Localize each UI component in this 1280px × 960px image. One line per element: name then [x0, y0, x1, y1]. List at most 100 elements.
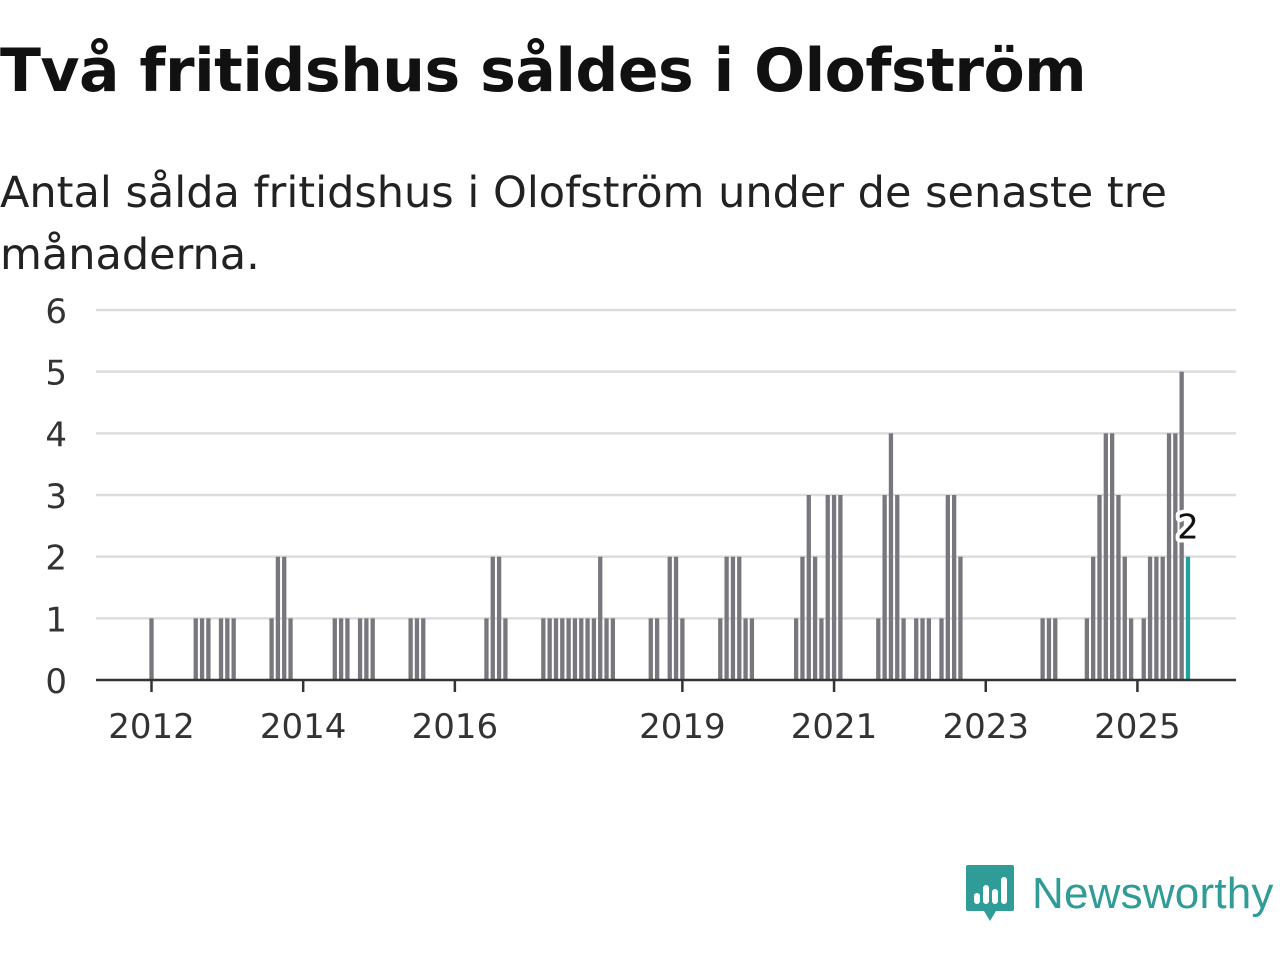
- bar: [914, 618, 919, 680]
- bar: [1084, 618, 1090, 680]
- bar: [370, 618, 375, 680]
- x-tick-label: 2025: [1094, 707, 1181, 747]
- bar: [1103, 433, 1108, 680]
- bar: [579, 618, 584, 680]
- y-tick-label: 6: [45, 292, 67, 332]
- bar: [939, 618, 944, 680]
- chart-title: Två fritidshus såldes i Olofström: [0, 36, 1087, 106]
- bar: [408, 618, 413, 680]
- bar: [800, 556, 805, 680]
- bar: [269, 618, 274, 680]
- bar: [553, 618, 559, 680]
- y-tick-label: 2: [45, 539, 67, 579]
- bar: [332, 618, 337, 680]
- bar: [1116, 495, 1121, 680]
- bar: [1046, 618, 1052, 680]
- bar: [718, 618, 723, 680]
- bar: [288, 618, 293, 680]
- bar: [724, 556, 729, 680]
- bar: [1053, 618, 1058, 680]
- bar: [598, 556, 603, 680]
- bar: [648, 618, 653, 680]
- bar: [604, 618, 609, 680]
- bar: [206, 618, 211, 680]
- x-tick-label: 2021: [791, 707, 878, 747]
- bar: [199, 618, 205, 680]
- bar: [958, 556, 963, 680]
- chart-subtitle: Antal sålda fritidshus i Olofström under…: [0, 168, 1167, 280]
- bar: [591, 618, 597, 680]
- bar: [541, 618, 546, 680]
- bar: [825, 495, 830, 680]
- bar: [364, 618, 369, 680]
- bar: [338, 618, 344, 680]
- bar: [812, 556, 818, 680]
- bar: [951, 495, 957, 680]
- bar: [673, 556, 679, 680]
- bar: [654, 618, 660, 680]
- bar: [730, 556, 736, 680]
- data-labels: 2: [1173, 504, 1203, 552]
- bar: [1122, 556, 1127, 680]
- bar: [1173, 433, 1178, 680]
- bar: [1109, 433, 1115, 680]
- bar: [819, 618, 824, 680]
- bar: [421, 618, 426, 680]
- highlight-value-label: 2: [1177, 508, 1199, 548]
- bar: [496, 556, 502, 680]
- x-axis: 2012 2014 2016 2019 2021 2023 2025: [108, 680, 1181, 747]
- bar: [737, 556, 742, 680]
- bar-chart: 0 1 2 3 4 5 6 2012 2014 2016 2019 2021 2023 2025 2: [45, 292, 1236, 747]
- bar: [806, 495, 811, 680]
- bar: [926, 618, 932, 680]
- bar: [1141, 618, 1146, 680]
- y-axis-tick-labels: 0 1 2 3 4 5 6: [45, 292, 67, 702]
- bar: [585, 618, 590, 680]
- bar: [1128, 618, 1134, 680]
- bar: [149, 618, 154, 680]
- bar: [793, 618, 799, 680]
- bar: [838, 495, 843, 680]
- x-tick-label: 2012: [108, 707, 195, 747]
- y-tick-label: 5: [45, 354, 67, 394]
- bar: [1097, 495, 1102, 680]
- bar: [275, 556, 281, 680]
- brand-logo: Newsworthy: [964, 862, 1274, 926]
- bar: [920, 618, 925, 680]
- bar: [345, 618, 350, 680]
- y-tick-label: 4: [45, 415, 67, 455]
- grid-lines: [96, 308, 1236, 620]
- highlight-bar: [1185, 556, 1191, 680]
- bar: [547, 618, 552, 680]
- x-tick-label: 2016: [412, 707, 499, 747]
- bar: [1179, 371, 1184, 680]
- bar: [282, 556, 287, 680]
- bar: [610, 618, 616, 680]
- brand-name: Newsworthy: [1032, 869, 1274, 918]
- bar: [945, 495, 950, 680]
- x-tick-label: 2023: [942, 707, 1029, 747]
- bar: [225, 618, 230, 680]
- bar: [484, 618, 489, 680]
- bar: [1091, 556, 1096, 680]
- bar: [895, 495, 900, 680]
- bar: [572, 618, 578, 680]
- bar: [1154, 556, 1159, 680]
- bar-chart-speech-bubble-icon: [966, 865, 1014, 921]
- bars: [149, 371, 1191, 680]
- bar: [901, 618, 906, 680]
- bar: [743, 618, 748, 680]
- bar: [218, 618, 224, 680]
- bar: [560, 618, 565, 680]
- bar: [231, 618, 236, 680]
- y-tick-label: 0: [45, 662, 67, 702]
- bar: [882, 495, 887, 680]
- bar: [490, 556, 495, 680]
- x-tick-label: 2019: [639, 707, 726, 747]
- bar: [1040, 618, 1045, 680]
- bar: [1166, 433, 1172, 680]
- bar: [749, 618, 755, 680]
- bar: [357, 618, 363, 680]
- bar: [193, 618, 198, 680]
- bar: [1160, 556, 1165, 680]
